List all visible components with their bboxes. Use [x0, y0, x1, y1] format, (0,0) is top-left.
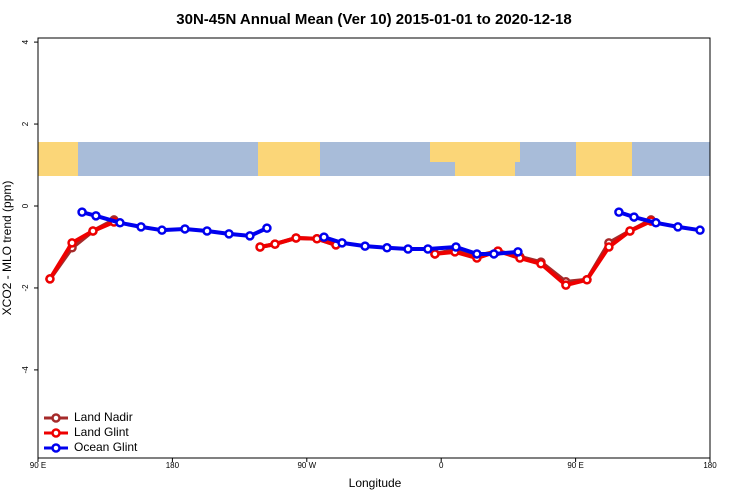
point [91, 211, 101, 221]
point [513, 247, 523, 257]
map-band [38, 142, 710, 176]
point [202, 226, 212, 236]
legend-label: Ocean Glint [74, 440, 138, 454]
point [337, 238, 347, 248]
point [695, 225, 705, 235]
point [115, 218, 125, 228]
point [88, 226, 98, 236]
legend-marker [51, 428, 61, 438]
point [360, 241, 370, 251]
legend-marker [51, 443, 61, 453]
point [561, 280, 571, 290]
point [536, 259, 546, 269]
y-tick-label: -2 [21, 284, 30, 292]
point [67, 238, 77, 248]
point [673, 222, 683, 232]
x-tick-label: 90 W [297, 461, 316, 470]
point [582, 275, 592, 285]
point [245, 231, 255, 241]
point [291, 233, 301, 243]
point [255, 242, 265, 252]
point [629, 212, 639, 222]
point [430, 249, 440, 259]
point [472, 249, 482, 259]
point [489, 249, 499, 259]
point [403, 244, 413, 254]
x-axis-label: Longitude [349, 476, 402, 490]
x-tick-label: 180 [166, 461, 180, 470]
x-tick-label: 180 [703, 461, 717, 470]
y-tick-label: 4 [21, 39, 30, 44]
x-tick-label: 90 E [567, 461, 583, 470]
point [382, 243, 392, 253]
point [45, 274, 55, 284]
x-tick-label: 0 [439, 461, 444, 470]
point [157, 225, 167, 235]
y-axis-label: XCO2 - MLO trend (ppm) [0, 181, 14, 316]
legend-marker [51, 413, 61, 423]
point [625, 226, 635, 236]
point [136, 222, 146, 232]
chart-title: 30N-45N Annual Mean (Ver 10) 2015-01-01 … [176, 11, 571, 28]
point [614, 207, 624, 217]
point [651, 218, 661, 228]
point [423, 244, 433, 254]
legend-label: Land Nadir [74, 410, 133, 424]
plot-frame [37, 37, 711, 459]
point [180, 224, 190, 234]
y-tick-label: 0 [21, 203, 30, 208]
y-tick-label: -4 [21, 366, 30, 374]
x-tick-label: 90 E [30, 461, 46, 470]
legend-label: Land Glint [74, 425, 129, 439]
point [77, 207, 87, 217]
point [451, 242, 461, 252]
point [270, 239, 280, 249]
y-tick-label: 2 [21, 121, 30, 126]
point [224, 229, 234, 239]
point [319, 232, 329, 242]
point [262, 223, 272, 233]
point [604, 242, 614, 252]
